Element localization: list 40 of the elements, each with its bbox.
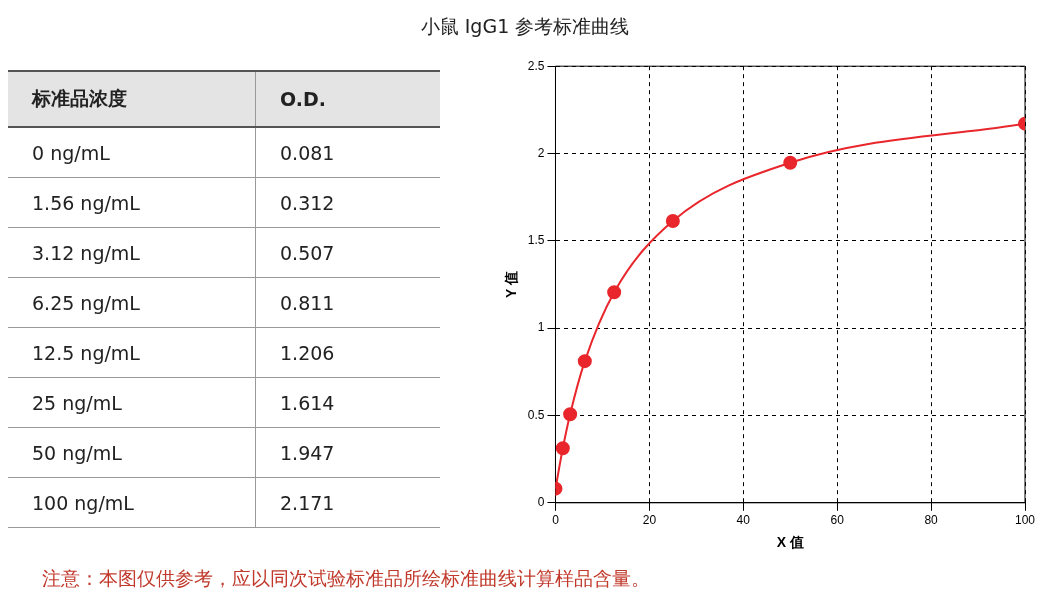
text: 1.206 xyxy=(255,327,440,378)
x-tick-label: 60 xyxy=(830,513,845,528)
x-tick-label: 20 xyxy=(642,513,657,528)
text: 2.171 xyxy=(255,477,440,528)
text: O.D. xyxy=(255,71,440,127)
y-tick-label: 2 xyxy=(537,145,545,160)
text: 0.081 xyxy=(255,127,440,178)
text: 1.947 xyxy=(255,427,440,478)
x-tick-label: 100 xyxy=(1014,513,1036,528)
y-tick-label: 0.5 xyxy=(527,407,545,422)
text: 25 ng/mL xyxy=(8,377,256,428)
text: 0.312 xyxy=(255,177,440,228)
y-tick-label: 1 xyxy=(537,320,545,335)
text: 100 ng/mL xyxy=(8,477,256,528)
x-tick-label: 40 xyxy=(736,513,751,528)
text: 标准品浓度 xyxy=(8,71,256,127)
x-tick-label: 0 xyxy=(552,513,560,528)
text: 1.614 xyxy=(255,377,440,428)
point xyxy=(555,441,570,456)
text: 1.56 ng/mL xyxy=(8,177,256,228)
point xyxy=(665,213,680,228)
point xyxy=(563,407,578,422)
text: 12.5 ng/mL xyxy=(8,327,256,378)
text: 注意：本图仅供参考，应以同次试验标准品所绘标准曲线计算样品含量。 xyxy=(42,566,650,591)
point xyxy=(577,354,592,369)
text: 6.25 ng/mL xyxy=(8,277,256,328)
y-tick-label: 2.5 xyxy=(527,58,545,73)
y-tick-label: 1.5 xyxy=(527,233,545,248)
text: 0.507 xyxy=(255,227,440,278)
chart-title: 小鼠 IgG1 参考标准曲线 xyxy=(419,14,631,39)
y-tick-label: 0 xyxy=(537,495,545,510)
point xyxy=(607,285,622,300)
text: 3.12 ng/mL xyxy=(8,227,256,278)
point xyxy=(783,155,798,170)
text: 50 ng/mL xyxy=(8,427,256,478)
x-axis-title: X 值 xyxy=(776,534,804,551)
text: 0 ng/mL xyxy=(8,127,256,178)
x-tick-label: 80 xyxy=(924,513,939,528)
y-axis-title: Y 值 xyxy=(503,271,520,298)
text: 0.811 xyxy=(255,277,440,328)
